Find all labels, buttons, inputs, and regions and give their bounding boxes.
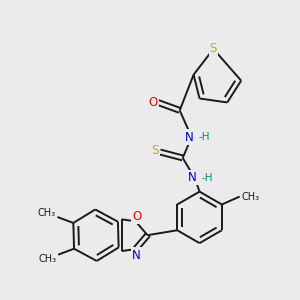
Text: N: N bbox=[185, 130, 194, 144]
Text: CH₃: CH₃ bbox=[242, 192, 260, 202]
Text: S: S bbox=[151, 143, 159, 157]
Text: N: N bbox=[188, 171, 197, 184]
Text: -H: -H bbox=[202, 173, 213, 183]
Text: CH₃: CH₃ bbox=[38, 254, 56, 264]
Text: -H: -H bbox=[199, 132, 210, 142]
Text: O: O bbox=[132, 210, 141, 223]
Text: O: O bbox=[148, 96, 158, 109]
Text: N: N bbox=[132, 248, 141, 262]
Text: CH₃: CH₃ bbox=[38, 208, 56, 218]
Text: S: S bbox=[210, 42, 217, 56]
